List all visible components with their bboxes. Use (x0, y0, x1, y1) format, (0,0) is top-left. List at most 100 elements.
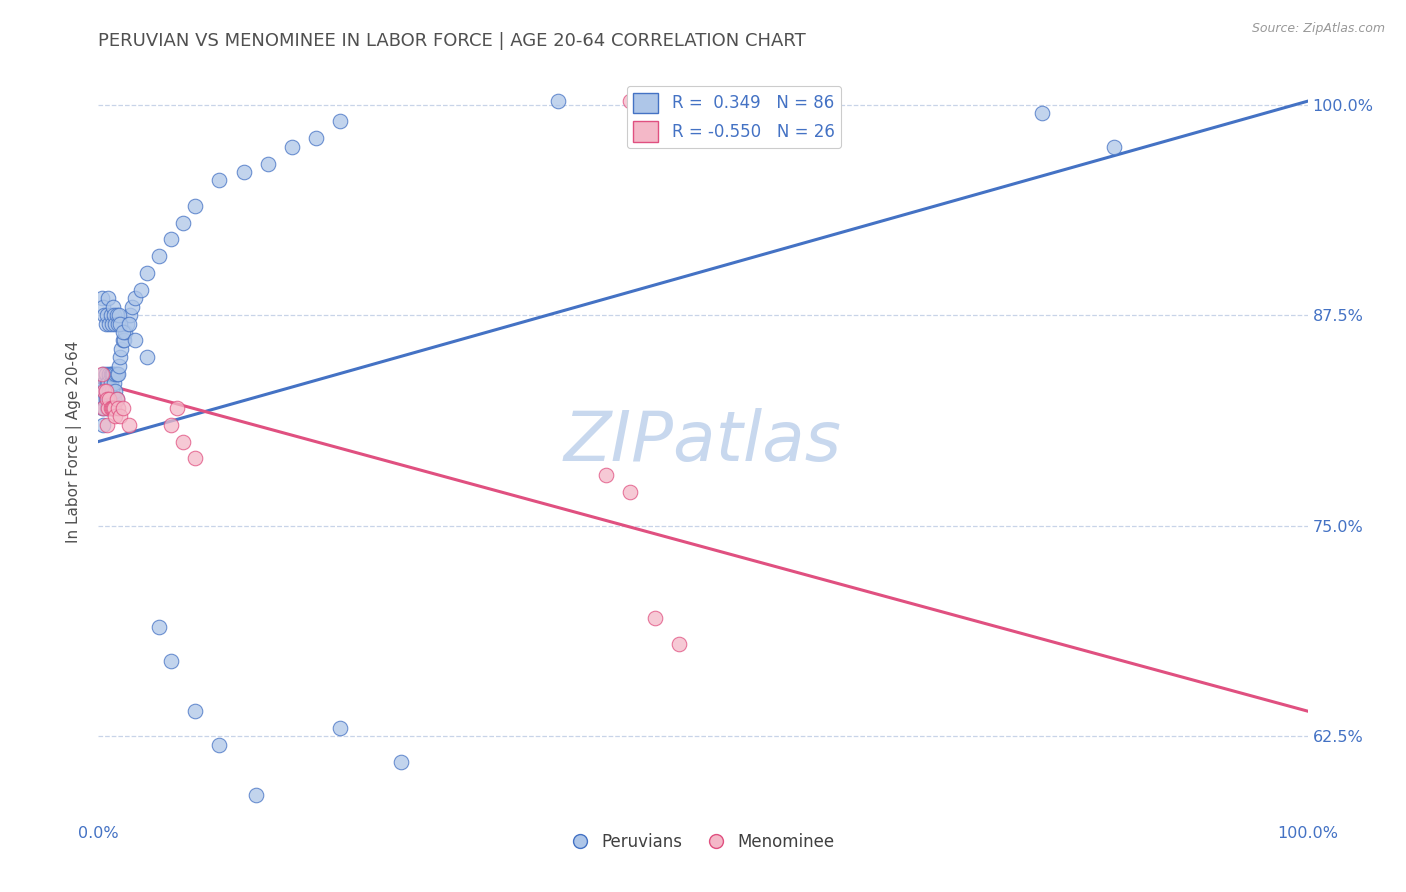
Point (110, 342, 132, 356)
Point (108, 308, 131, 322)
Point (103, 376, 125, 390)
Point (104, 384, 127, 398)
Point (184, 199, 207, 213)
Point (91, 401, 114, 415)
Point (281, 139, 304, 153)
Point (121, 300, 143, 314)
Point (129, 283, 152, 297)
Point (100, 367, 122, 381)
Point (148, 249, 170, 263)
Point (91, 417, 114, 432)
Text: PERUVIAN VS MENOMINEE IN LABOR FORCE | AGE 20-64 CORRELATION CHART: PERUVIAN VS MENOMINEE IN LABOR FORCE | A… (98, 32, 806, 50)
Point (93, 401, 115, 415)
Y-axis label: In Labor Force | Age 20-64: In Labor Force | Age 20-64 (66, 341, 83, 542)
Point (619, 94, 641, 108)
Point (118, 308, 141, 322)
Point (96, 376, 118, 390)
Point (281, 838, 304, 853)
Point (644, 611, 666, 625)
Point (208, 173, 231, 187)
Point (124, 291, 146, 305)
Point (96, 392, 118, 407)
Point (100, 401, 122, 415)
Point (103, 392, 125, 407)
Point (96, 392, 118, 407)
Point (104, 409, 127, 424)
Point (91, 291, 114, 305)
Point (305, 131, 328, 145)
Point (108, 317, 131, 331)
Point (100, 392, 122, 407)
Point (112, 334, 135, 348)
Point (93, 376, 115, 390)
Point (111, 325, 134, 339)
Point (98, 384, 121, 398)
Point (96, 401, 118, 415)
Point (595, 468, 617, 483)
Point (100, 367, 122, 381)
Point (619, 485, 641, 500)
Point (98, 392, 121, 407)
Point (118, 417, 141, 432)
Point (93, 308, 115, 322)
Point (117, 317, 139, 331)
Text: ZIPatlas: ZIPatlas (564, 408, 842, 475)
Point (114, 325, 136, 339)
Point (93, 384, 115, 398)
Point (91, 367, 114, 381)
Point (107, 317, 129, 331)
Point (108, 409, 131, 424)
Point (329, 114, 352, 128)
Point (105, 392, 128, 407)
Point (547, 94, 569, 108)
Point (135, 266, 157, 280)
Point (184, 704, 207, 718)
Point (105, 308, 128, 322)
Point (148, 620, 170, 634)
Point (184, 451, 207, 466)
Point (172, 434, 194, 449)
Point (97, 376, 120, 390)
Point (100, 384, 122, 398)
Point (245, 789, 267, 803)
Point (256, 156, 278, 170)
Point (101, 401, 124, 415)
Point (160, 654, 183, 668)
Point (100, 401, 122, 415)
Point (160, 417, 183, 432)
Point (91, 384, 114, 398)
Point (118, 317, 141, 331)
Point (105, 392, 128, 407)
Point (98, 392, 121, 407)
Point (692, 94, 714, 108)
Point (97, 401, 120, 415)
Point (97, 401, 120, 415)
Point (107, 401, 129, 415)
Point (108, 359, 131, 373)
Point (91, 300, 114, 314)
Point (389, 755, 412, 769)
Point (94, 317, 117, 331)
Point (1102, 139, 1125, 153)
Point (111, 401, 134, 415)
Point (208, 738, 231, 752)
Point (97, 291, 120, 305)
Point (166, 401, 188, 415)
Point (98, 317, 121, 331)
Point (91, 401, 114, 415)
Point (94, 384, 117, 398)
Point (94, 384, 117, 398)
Point (98, 367, 121, 381)
Legend: Peruvians, Menominee: Peruvians, Menominee (565, 827, 841, 858)
Point (101, 367, 124, 381)
Point (329, 721, 352, 735)
Point (107, 367, 129, 381)
Point (100, 376, 122, 390)
Point (97, 392, 120, 407)
Point (91, 367, 114, 381)
Point (100, 317, 122, 331)
Point (232, 165, 254, 179)
Point (104, 317, 127, 331)
Point (105, 367, 128, 381)
Point (1031, 106, 1053, 120)
